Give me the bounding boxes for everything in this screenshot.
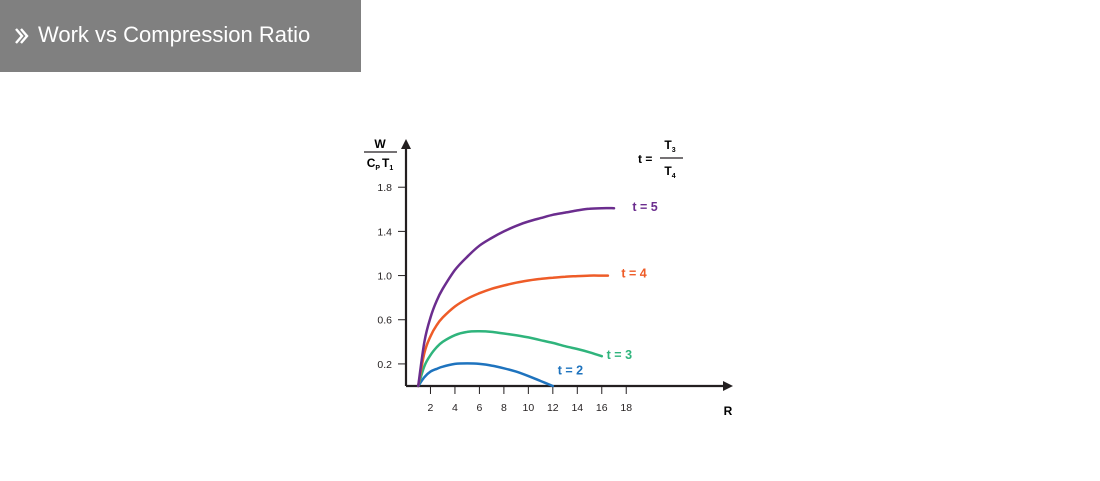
y-axis-label: W CP T1 xyxy=(364,137,397,172)
formula-numerator: T3 xyxy=(664,138,675,154)
header-bar: Work vs Compression Ratio xyxy=(0,0,361,72)
series-label-4: t = 5 xyxy=(632,200,657,214)
series-line-1 xyxy=(416,362,555,388)
series-line-3 xyxy=(416,274,610,388)
series-line-2 xyxy=(416,330,604,388)
double-chevron-right-icon xyxy=(15,28,29,44)
x-tick-label-18: 18 xyxy=(620,402,632,414)
axis-ticks: 2 4 6 8 10 12 14 16 18 0.2 0.6 1.0 1.4 1.8 xyxy=(377,182,632,414)
y-tick-label-3: 1.4 xyxy=(377,226,392,238)
series-labels: t = 2 t = 3 t = 4 t = 5 xyxy=(558,200,658,377)
x-tick-label-2: 2 xyxy=(428,402,434,414)
header-title: Work vs Compression Ratio xyxy=(38,22,311,47)
y-tick-label-4: 1.8 xyxy=(377,182,392,194)
x-tick-label-8: 8 xyxy=(501,402,507,414)
series-line-4 xyxy=(416,206,616,388)
x-tick-label-4: 4 xyxy=(452,402,458,414)
ratio-formula: t = T3 T4 xyxy=(638,138,683,180)
x-tick-label-10: 10 xyxy=(523,402,535,414)
series-label-1: t = 2 xyxy=(558,364,583,378)
y-label-numerator: W xyxy=(374,137,386,151)
y-label-denominator: CP T1 xyxy=(367,156,394,172)
formula-lhs: t = xyxy=(638,152,652,166)
x-axis-label: R xyxy=(724,404,733,418)
x-tick-label-14: 14 xyxy=(571,402,583,414)
x-tick-label-12: 12 xyxy=(547,402,559,414)
x-tick-label-16: 16 xyxy=(596,402,608,414)
series-label-2: t = 3 xyxy=(607,348,632,362)
y-tick-label-1: 0.6 xyxy=(377,315,392,327)
y-tick-label-0: 0.2 xyxy=(377,359,392,371)
y-tick-label-2: 1.0 xyxy=(377,271,392,283)
formula-denominator: T4 xyxy=(664,164,675,180)
x-tick-label-6: 6 xyxy=(476,402,482,414)
series-curves xyxy=(416,206,616,388)
series-label-3: t = 4 xyxy=(621,266,646,280)
